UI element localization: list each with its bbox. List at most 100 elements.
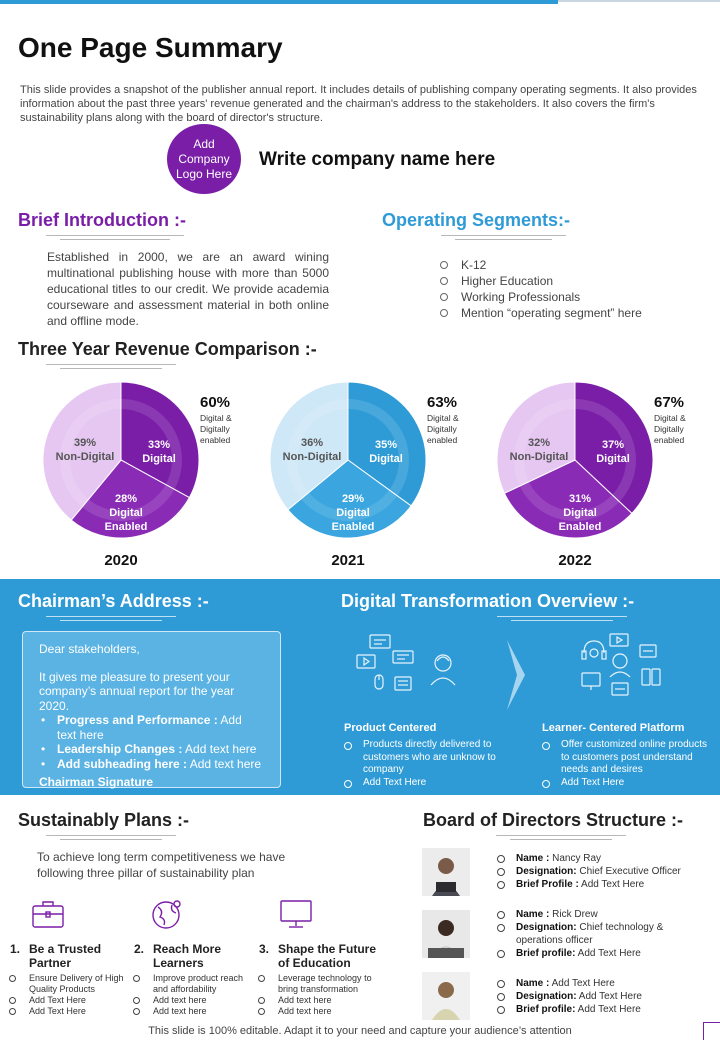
sustainability-heading: Sustainably Plans :- — [18, 810, 190, 830]
list-item: Add Text Here — [344, 777, 504, 790]
list-item: Brief profile: Add Text Here — [497, 947, 707, 960]
heading-underline — [46, 364, 176, 365]
list-item: Add text here — [258, 995, 382, 1006]
slice-percent: 33% — [147, 439, 171, 451]
slice-name: Digital — [369, 453, 403, 465]
pie-slice — [120, 381, 200, 499]
headline-percent: 67% — [654, 394, 685, 411]
pillar-title-3: 3. Shape the Future of Education — [259, 942, 377, 970]
pie-year-label: 2020 — [104, 552, 138, 569]
pie-slice — [574, 381, 654, 515]
revenue-pie-2021: 35% Digital 29% Digital Enabled 36% Non-Digit… — [267, 380, 487, 575]
heading-underline — [46, 835, 176, 836]
slice-percent: 35% — [374, 439, 398, 451]
slice-name: Digital — [142, 453, 176, 465]
learner-centered-list: Offer customized online products to cust… — [542, 739, 714, 789]
revenue-pie-2022: 37% Digital 31% Digital Enabled 32% Non-Digit… — [494, 380, 714, 575]
director-photo — [422, 910, 470, 958]
bullet-text: Add text here — [57, 713, 242, 742]
product-centered-list: Products directly delivered to customers… — [344, 739, 504, 789]
slice-percent: 39% — [73, 437, 97, 449]
pie-inner-ring — [60, 399, 182, 521]
monitor-icon — [280, 900, 312, 928]
director-photo — [422, 848, 470, 896]
heading-underline — [60, 839, 162, 840]
list-item: Designation: Chief Executive Officer — [497, 865, 707, 878]
pie-slice-label: 39% Non-Digital — [50, 436, 120, 464]
segment-label: Mention “operating segment” here — [461, 306, 642, 320]
heading-underline — [441, 235, 566, 236]
slice-percent: 29% — [341, 493, 365, 505]
list-item: Brief profile: Add Text Here — [497, 1003, 707, 1016]
pie-chart — [496, 381, 654, 539]
pie-slice-label: 31% Digital Enabled — [545, 492, 615, 534]
pie-slice — [347, 381, 427, 507]
logo-text: Add Company Logo Here — [175, 136, 233, 181]
heading-underline — [455, 239, 552, 240]
page-intro: This slide provides a snapshot of the pu… — [20, 84, 697, 124]
board-heading: Board of Directors Structure :- — [423, 810, 684, 830]
bullet-heading: Progress and Performance : — [57, 713, 218, 727]
list-item: Name : Add Text Here — [497, 977, 707, 990]
heading-underline — [496, 835, 626, 836]
list-item: Higher Education — [440, 273, 642, 289]
list-item: Progress and Performance : Add text here — [39, 713, 264, 742]
pie-slice-label: 37% Digital — [578, 438, 648, 466]
pie-year-label: 2021 — [331, 552, 365, 569]
list-item: Mention “operating segment” here — [440, 305, 642, 321]
sustainability-text: To achieve long term competitiveness we … — [37, 850, 286, 880]
product-centered-icon — [356, 634, 456, 691]
list-item: Add Text Here — [9, 1006, 127, 1017]
slice-name: Digital Enabled — [558, 507, 602, 533]
pillar-number: 2. — [134, 942, 145, 956]
bullet-text: Add text here — [187, 756, 262, 771]
list-item: Name : Rick Drew — [497, 908, 707, 921]
briefcase-icon — [32, 901, 64, 928]
pillar-list-1: Ensure Delivery of High Quality Products… — [9, 973, 127, 1017]
chevron-right-icon — [507, 640, 525, 710]
operating-segments-list: K-12 Higher Education Working Profession… — [440, 257, 642, 321]
director-details: Name : Add Text Here Designation: Add Te… — [497, 977, 707, 1016]
pie-slice — [503, 459, 633, 539]
slice-name: Digital Enabled — [104, 507, 148, 533]
company-name: Write company name here — [259, 149, 496, 170]
slice-percent: 28% — [114, 493, 138, 505]
list-item: Improve product reach and affordability — [133, 973, 251, 995]
pie-year-label: 2022 — [558, 552, 592, 569]
list-item: Working Professionals — [440, 289, 642, 305]
brief-intro-text: Established in 2000, we are an award win… — [47, 250, 329, 328]
pie-slice-label: 35% Digital — [351, 438, 421, 466]
pie-slice — [70, 459, 191, 539]
heading-underline — [46, 616, 176, 617]
chairman-letter: Dear stakeholders, It gives me pleasure … — [22, 631, 281, 789]
headline-caption: Digital & Digitally enabled — [200, 413, 232, 445]
headline-caption: Digital & Digitally enabled — [654, 413, 686, 445]
learner-centered-icon — [581, 633, 661, 696]
learner-centered-title: Learner- Centered Platform — [542, 722, 685, 734]
chairman-signature: Chairman Signature — [39, 775, 154, 789]
page-title: One Page Summary — [18, 32, 283, 63]
list-item: K-12 — [440, 257, 642, 273]
list-item: Designation: Chief technology & operatio… — [497, 921, 707, 947]
slice-percent: 36% — [300, 437, 324, 449]
director-details: Name : Nancy Ray Designation: Chief Exec… — [497, 852, 707, 891]
slice-percent: 32% — [527, 437, 551, 449]
list-item: Add Text Here — [542, 777, 714, 790]
pie-chart — [269, 381, 427, 539]
pillar-list-3: Leverage technology to bring transformat… — [258, 973, 382, 1017]
letter-body: It gives me pleasure to present your com… — [39, 669, 235, 713]
pie-slice-label: 28% Digital Enabled — [91, 492, 161, 534]
heading-underline — [510, 839, 612, 840]
slice-name: Digital — [596, 453, 630, 465]
heading-underline — [46, 235, 184, 236]
list-item: Designation: Add Text Here — [497, 990, 707, 1003]
pie-slice-label: 29% Digital Enabled — [318, 492, 388, 534]
headline-percent: 63% — [427, 394, 458, 411]
top-divider-line — [558, 0, 720, 2]
pie-slice-label: 32% Non-Digital — [504, 436, 574, 464]
pie-slice — [287, 459, 412, 539]
pie-slice-label: 33% Digital — [124, 438, 194, 466]
director-details: Name : Rick Drew Designation: Chief tech… — [497, 908, 707, 960]
pillar-number: 3. — [259, 942, 270, 956]
list-item: Ensure Delivery of High Quality Products — [9, 973, 127, 995]
